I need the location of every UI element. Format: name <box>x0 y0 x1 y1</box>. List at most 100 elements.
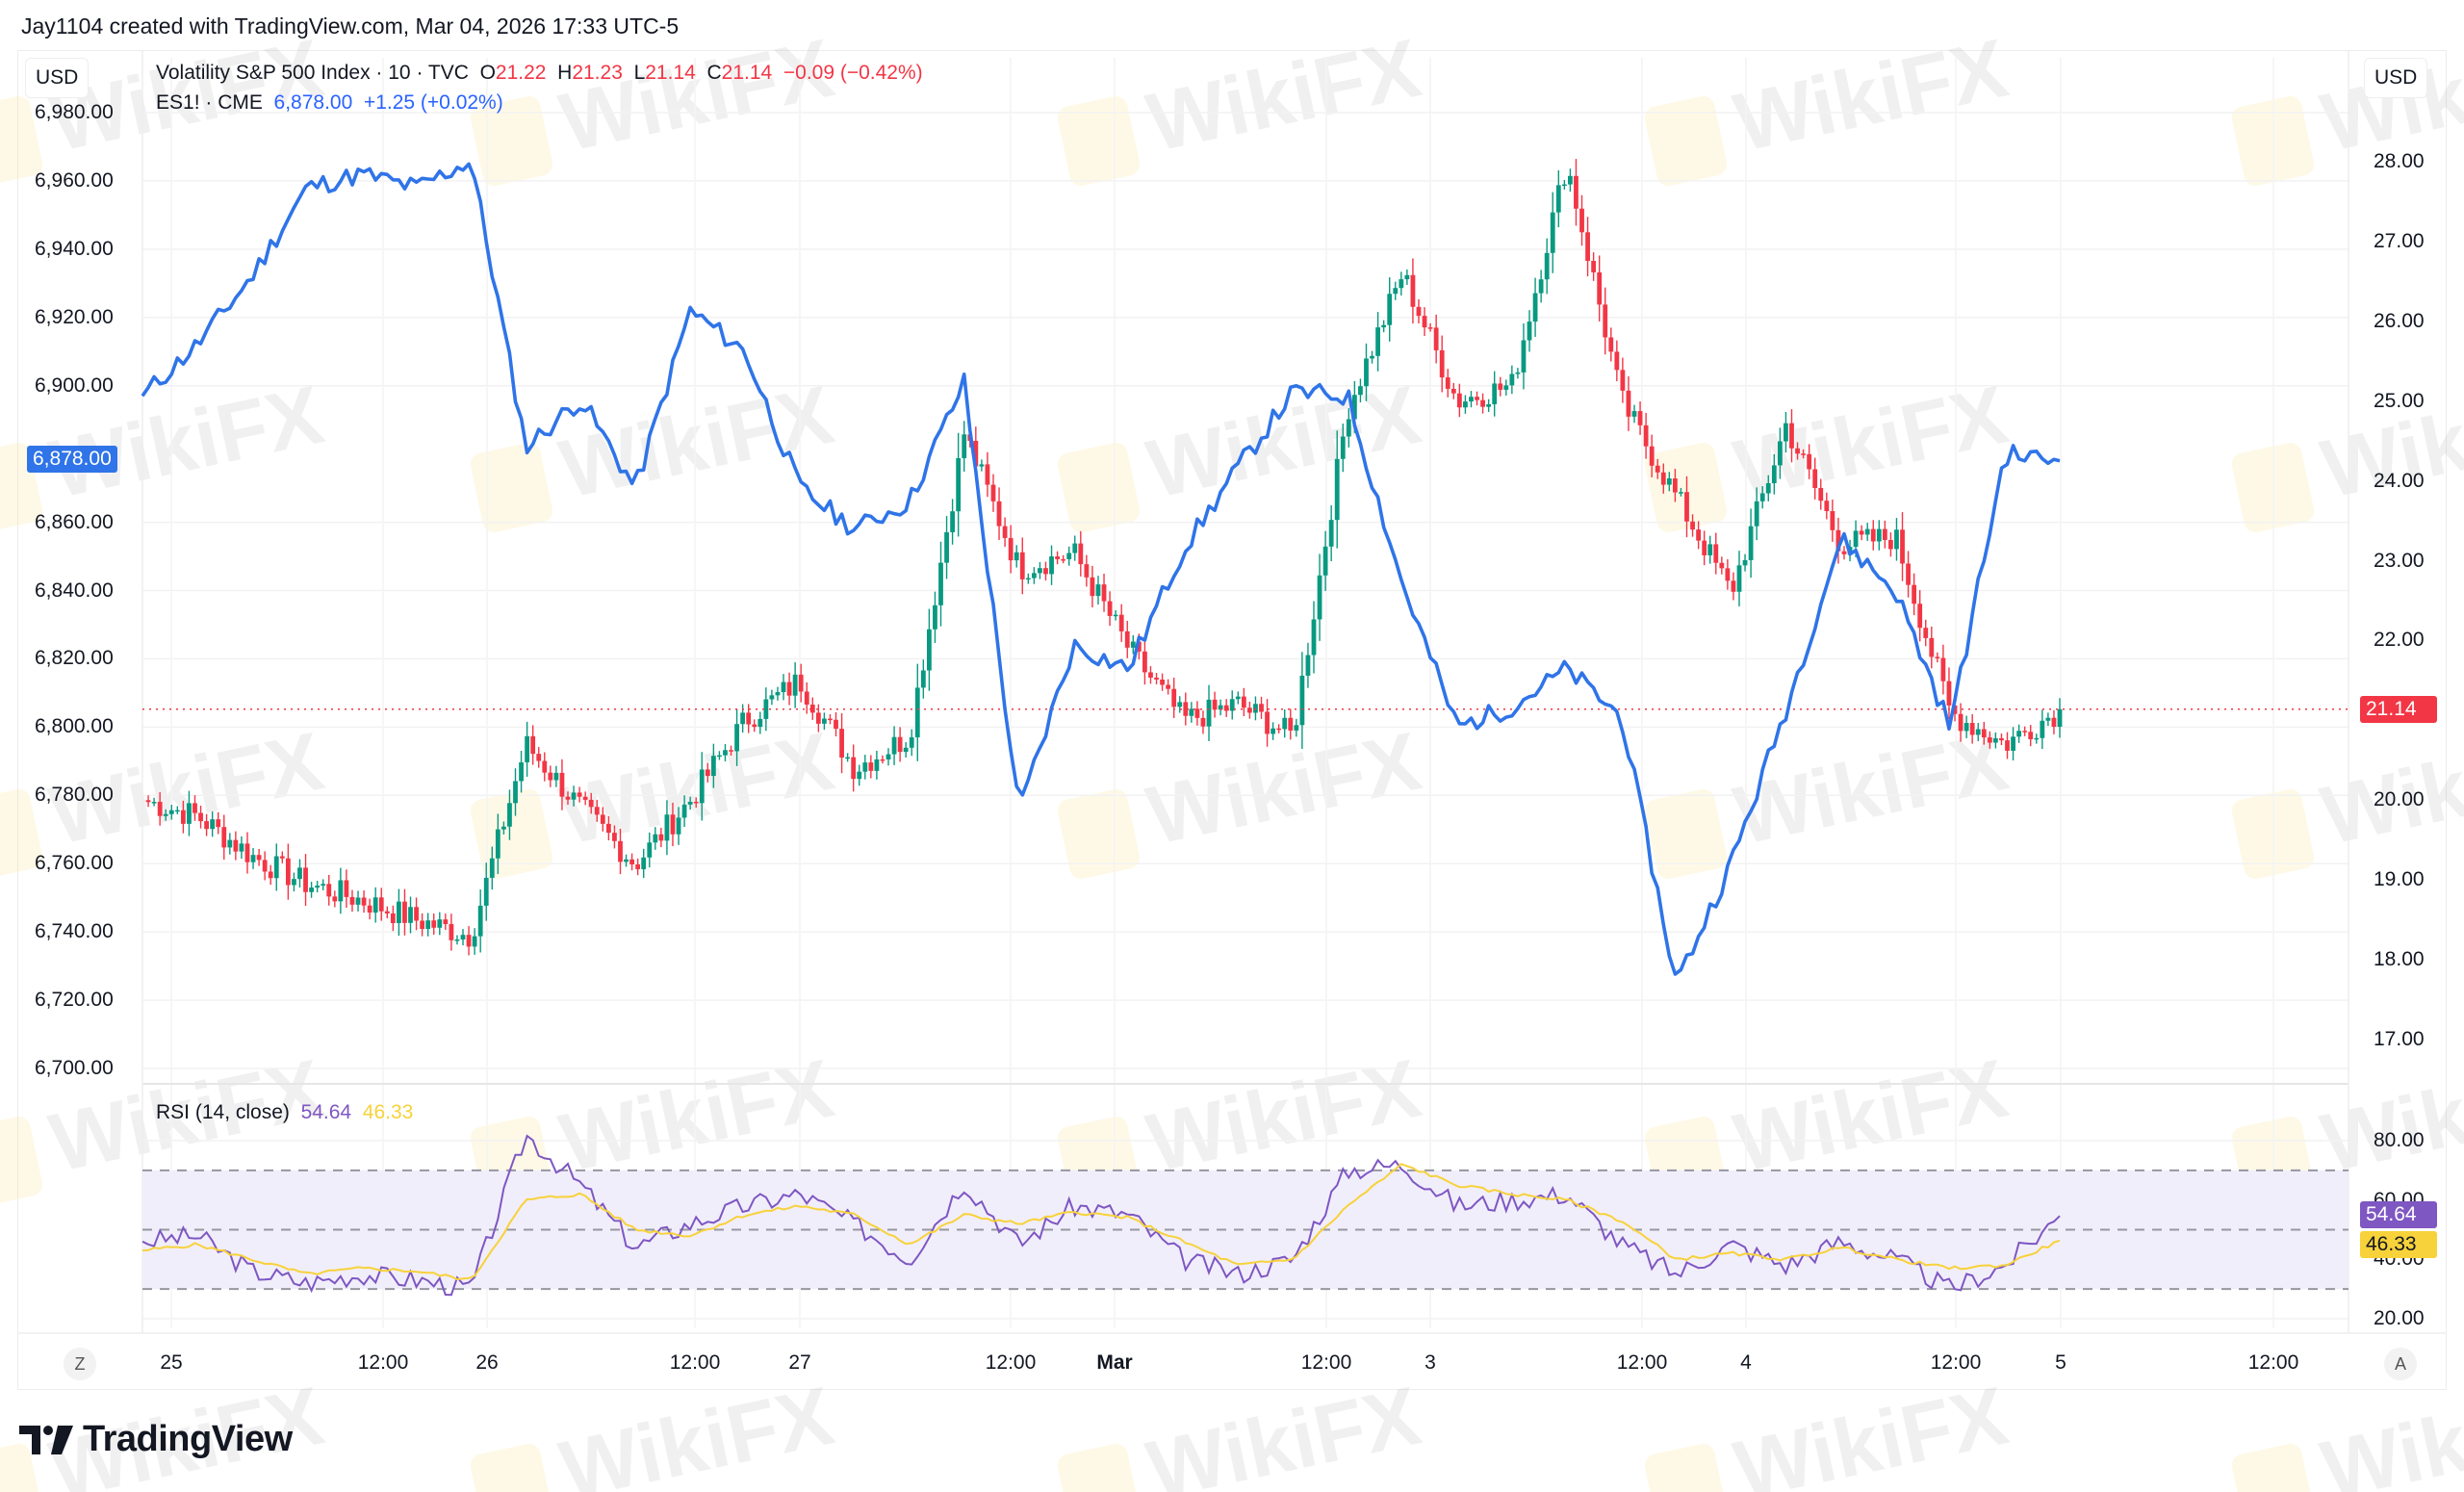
vix-candle-body <box>1614 351 1620 371</box>
legend-vix[interactable]: Volatility S&P 500 Index · 10 · TVC O21.… <box>156 62 923 85</box>
vix-candle-body <box>1591 261 1597 272</box>
vix-candle-body <box>1498 383 1503 390</box>
vix-candle-body <box>1450 388 1456 394</box>
vix-candle-body <box>909 737 914 748</box>
vix-candle-body <box>420 920 425 930</box>
vix-candle-body <box>1521 340 1527 373</box>
vix-candle-body <box>874 759 880 771</box>
vix-candle-body <box>1702 540 1707 555</box>
vix-candle-body <box>1731 580 1736 592</box>
vix-candle-body <box>1964 723 1969 732</box>
vix-candle-body <box>1253 704 1258 713</box>
vix-candle-body <box>681 804 687 818</box>
vix-candle-body <box>1999 737 2004 741</box>
vix-candle-body <box>292 879 296 886</box>
vix-candle-body <box>1870 528 1876 542</box>
vix-candle-body <box>740 712 746 725</box>
legend-rsi[interactable]: RSI (14, close) 54.64 46.33 <box>156 1101 413 1124</box>
vix-candle-body <box>2005 740 2010 751</box>
vix-candle-body <box>1631 411 1637 417</box>
vix-candle-body <box>2051 717 2057 728</box>
vix-candle-body <box>1118 614 1124 631</box>
vix-candle-body <box>618 840 623 862</box>
vix-candle-body <box>605 823 611 834</box>
legend-vix-change: −0.09 (−0.42%) <box>783 62 923 84</box>
vix-candle-body <box>1136 641 1142 652</box>
vix-candle-body <box>1183 702 1189 716</box>
auto-scale-button[interactable]: A <box>2384 1348 2417 1380</box>
vix-candle-body <box>1370 355 1374 359</box>
vix-candle-body <box>1427 327 1433 329</box>
vix-candle-body <box>1561 184 1567 187</box>
vix-candle-body <box>1759 493 1765 502</box>
left-currency-button[interactable]: USD <box>25 58 90 98</box>
vix-candle-body <box>1987 737 1992 743</box>
rsi-ma-value-tag: 46.33 <box>2360 1231 2437 1258</box>
vix-candle-body <box>2040 720 2045 738</box>
vix-candle-body <box>1200 717 1206 727</box>
legend-low-value: 21.14 <box>645 62 696 84</box>
vix-candle-body <box>145 800 151 803</box>
tradingview-logo[interactable]: TradingView <box>19 1419 293 1460</box>
vix-candle-body <box>1399 279 1404 289</box>
vix-candle-body <box>1055 556 1060 559</box>
left-axis-tick: 6,700.00 <box>35 1057 114 1079</box>
vix-candle-body <box>1358 386 1363 396</box>
vix-candle-body <box>1171 688 1177 707</box>
vix-candle-body <box>372 897 378 913</box>
vix-candle-body <box>1416 306 1422 317</box>
vix-candle-body <box>1393 288 1399 295</box>
vix-candle-body <box>378 897 384 912</box>
vix-candle-body <box>926 629 932 671</box>
vix-candle-body <box>938 562 943 605</box>
vix-candle-body <box>1194 708 1200 718</box>
vix-candle-body <box>1288 717 1294 731</box>
vix-candle-body <box>151 802 157 804</box>
right-axis-tick: 17.00 <box>2374 1028 2425 1050</box>
vix-candle-body <box>1223 705 1229 711</box>
vix-candle-body <box>1265 711 1270 734</box>
vix-candle-body <box>786 682 792 696</box>
vix-candle-body <box>944 531 949 563</box>
vix-candle-body <box>1439 349 1445 378</box>
vix-candle-body <box>1574 175 1578 209</box>
vix-candle-body <box>2022 731 2028 733</box>
vix-candle-body <box>309 887 314 892</box>
vix-candle-body <box>1969 723 1975 735</box>
vix-candle-body <box>1696 529 1702 541</box>
legend-es[interactable]: ES1! · CME 6,878.00 +1.25 (+0.02%) <box>156 91 503 115</box>
vix-candle-body <box>1299 675 1305 726</box>
right-currency-button[interactable]: USD <box>2364 58 2428 98</box>
vix-candle-body <box>1771 465 1777 483</box>
vix-candle-body <box>1853 530 1859 548</box>
vix-candle-body <box>834 719 838 730</box>
left-axis-tick: 6,860.00 <box>35 510 114 533</box>
vix-candle-body <box>315 886 321 888</box>
vix-candle-body <box>1229 699 1235 711</box>
vix-candle-body <box>1166 684 1171 689</box>
vix-candle-body <box>1509 373 1515 386</box>
vix-candle-body <box>338 880 344 902</box>
left-axis-tick: 6,840.00 <box>35 579 114 602</box>
vix-candle-body <box>507 803 512 827</box>
left-axis-tick: 6,760.00 <box>35 852 114 875</box>
vix-candle-body <box>687 801 693 805</box>
vix-candle-body <box>477 905 483 937</box>
vix-candle-body <box>1935 656 1940 658</box>
vix-candle-body <box>1876 528 1882 542</box>
vix-candle-body <box>962 434 967 458</box>
timezone-button[interactable]: Z <box>64 1348 96 1380</box>
vix-candle-body <box>332 896 338 902</box>
right-axis-tick: 19.00 <box>2374 868 2425 891</box>
left-axis-tick: 6,800.00 <box>35 715 114 738</box>
vix-candle-body <box>933 605 937 630</box>
vix-candle-body <box>653 834 658 843</box>
vix-candle-body <box>1900 529 1905 564</box>
legend-es-change: +1.25 (+0.02%) <box>363 91 503 114</box>
vix-candle-body <box>1527 322 1532 341</box>
vix-candle-body <box>221 827 227 848</box>
vix-candle-body <box>792 674 798 696</box>
vix-candle-body <box>1515 372 1521 374</box>
time-axis-label: 4 <box>1740 1351 1752 1374</box>
